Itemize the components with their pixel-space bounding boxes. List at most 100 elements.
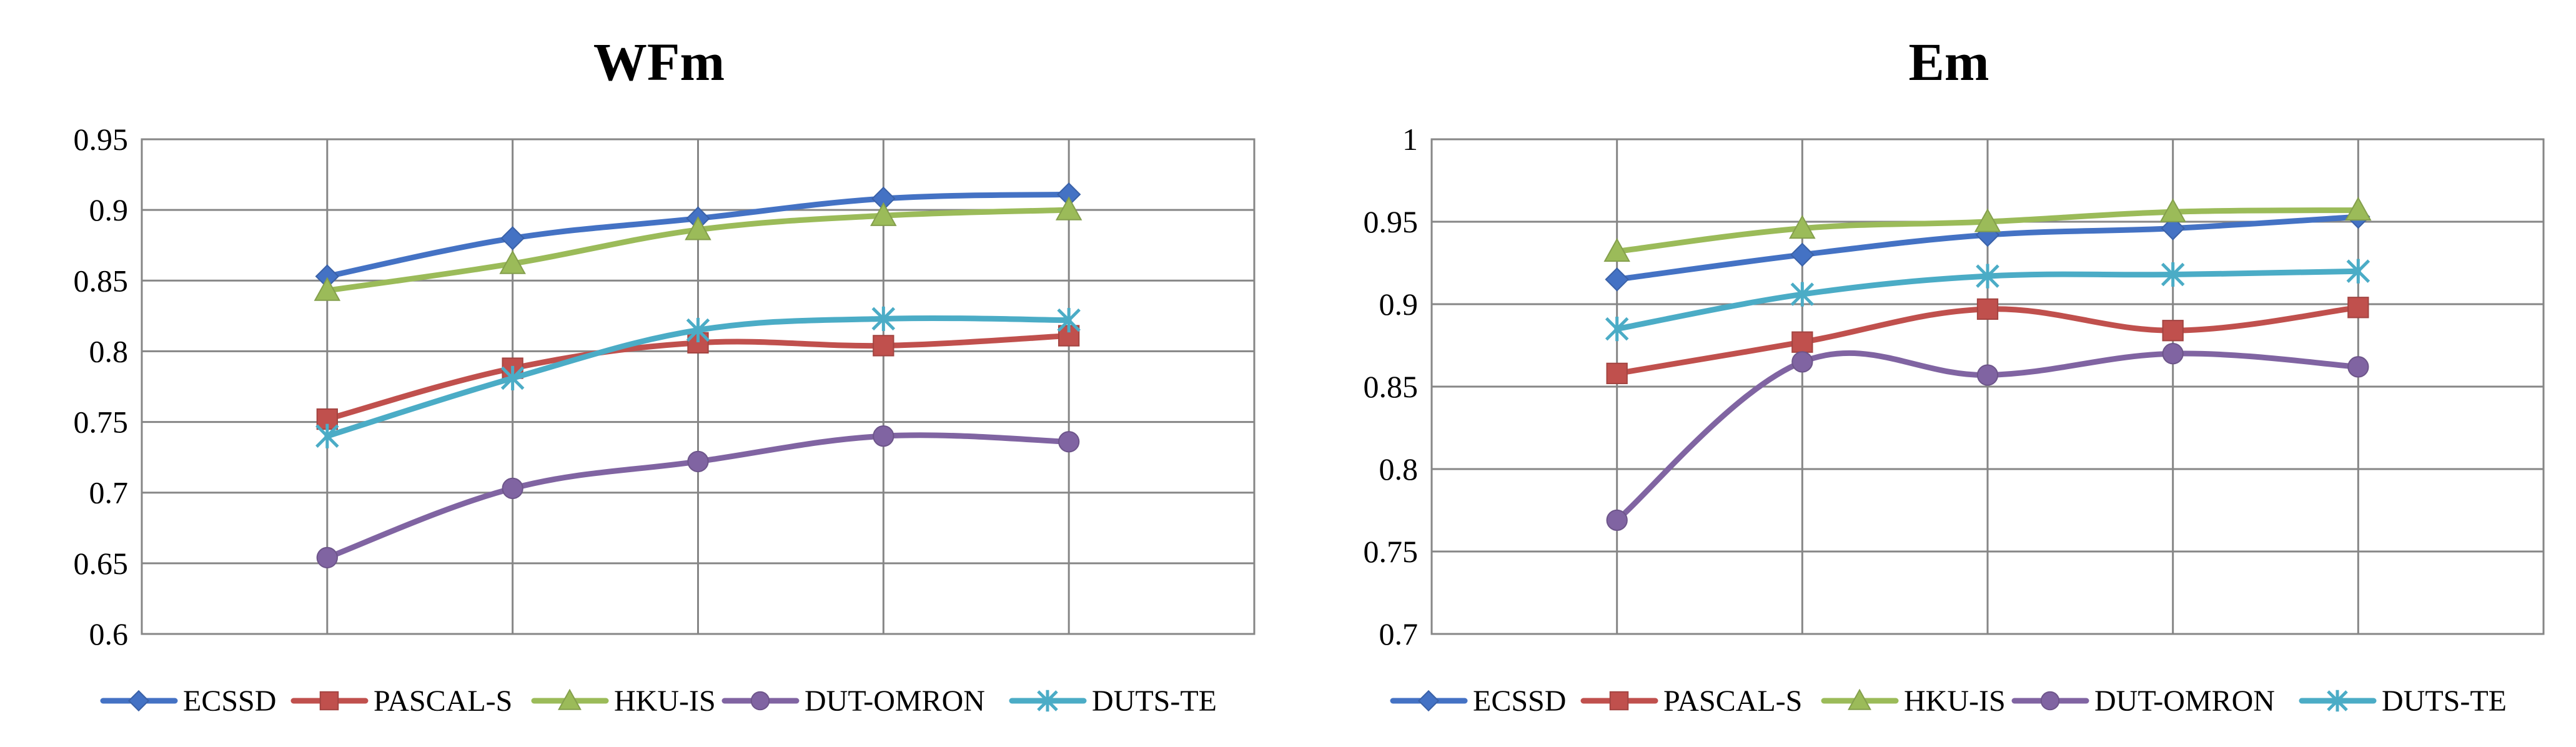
data-point: [2159, 198, 2186, 222]
data-point: [1058, 431, 1080, 453]
data-point: [1976, 264, 1999, 289]
legend: ECSSD PASCAL-S HKU-IS DUT-OMRON DUTS-TE: [100, 685, 1217, 718]
y-tick-label: 0.6: [89, 616, 129, 651]
data-point: [685, 216, 711, 240]
y-tick-label: 1: [1402, 122, 1418, 157]
series-duts-te: [315, 306, 1081, 448]
legend-marker: [2327, 690, 2348, 712]
data-point: [499, 250, 526, 274]
legend-marker: [1417, 690, 1440, 712]
data-point: [686, 317, 710, 343]
data-point: [1606, 362, 1628, 385]
y-tick-label: 0.95: [74, 122, 129, 157]
legend-marker: [750, 691, 770, 711]
data-point: [687, 450, 709, 473]
legend-label: HKU-IS: [1904, 685, 2006, 718]
data-point: [873, 425, 894, 447]
legend-marker: [319, 691, 339, 711]
series-duts-te: [1605, 259, 2370, 342]
data-point: [873, 335, 894, 357]
data-point: [500, 365, 525, 390]
y-tick-label: 0.85: [1364, 369, 1419, 404]
y-tick-label: 0.65: [74, 546, 129, 581]
data-point: [1791, 331, 1813, 353]
legend-label: DUTS-TE: [1092, 685, 1217, 718]
y-tick-label: 0.75: [1364, 534, 1419, 569]
series-pascal-s: [316, 325, 1080, 430]
data-point: [2161, 262, 2185, 287]
y-tick-label: 0.85: [74, 263, 129, 298]
chart-panel-em: Em 0.7 0.75 0.8 0.85 0.9 0.95 1 ECSSD PASCAL-S HKU…: [1364, 32, 2545, 718]
legend-item: HKU-IS: [1821, 685, 2006, 718]
legend-label: DUT-OMRON: [2094, 685, 2275, 718]
chart-panel-wfm: WFm 0.6 0.65 0.7 0.75 0.8 0.85 0.9 0.95 ECSSD PASC…: [74, 32, 1256, 718]
legend-label: PASCAL-S: [374, 685, 512, 718]
legend-label: DUT-OMRON: [805, 685, 985, 718]
legend-label: PASCAL-S: [1663, 685, 1802, 718]
data-point: [316, 547, 338, 568]
legend-item: DUT-OMRON: [2011, 685, 2275, 718]
data-point: [1603, 237, 1630, 262]
chart-title: Em: [1909, 32, 1989, 92]
data-point: [1789, 214, 1816, 239]
y-tick-label: 0.8: [89, 334, 129, 369]
data-point: [2345, 196, 2372, 221]
legend: ECSSD PASCAL-S HKU-IS DUT-OMRON DUTS-TE: [1390, 685, 2507, 718]
data-point: [870, 202, 897, 226]
legend-item: DUTS-TE: [1009, 685, 1217, 718]
legend-marker: [127, 690, 150, 712]
data-point: [2161, 216, 2185, 240]
legend-item: PASCAL-S: [1580, 685, 1802, 718]
y-tick-label: 0.9: [1379, 287, 1419, 322]
data-point: [1606, 509, 1628, 531]
data-point: [2162, 343, 2184, 365]
data-point: [1791, 351, 1813, 373]
plot-border: [141, 138, 1256, 635]
series-dut-omron: [316, 425, 1080, 568]
data-point: [1790, 282, 1815, 307]
data-point: [2347, 356, 2369, 378]
y-tick-label: 0.8: [1379, 452, 1419, 487]
y-tick-label: 0.75: [74, 405, 129, 440]
y-tick-label: 0.9: [89, 192, 129, 227]
plot-border: [1430, 138, 2545, 635]
data-point: [1605, 267, 1629, 292]
data-point: [1055, 196, 1082, 220]
legend-marker: [558, 688, 582, 710]
series-dut-omron: [1606, 343, 2369, 531]
y-tick-label: 0.7: [1379, 616, 1419, 651]
data-point: [1976, 298, 1999, 320]
data-point: [500, 226, 525, 250]
y-tick-label: 0.7: [89, 475, 129, 510]
legend-label: DUTS-TE: [2382, 685, 2507, 718]
data-point: [1974, 208, 2001, 232]
legend-item: HKU-IS: [531, 685, 716, 718]
data-point: [2347, 297, 2369, 319]
y-tick-label: 0.95: [1364, 204, 1419, 239]
legend-item: DUTS-TE: [2299, 685, 2507, 718]
data-point: [2162, 320, 2184, 342]
legend-item: ECSSD: [100, 685, 276, 718]
legend-marker: [1037, 690, 1058, 712]
data-point: [2346, 259, 2370, 284]
legend-item: ECSSD: [1390, 685, 1566, 718]
series-pascal-s: [1606, 297, 2369, 385]
data-point: [502, 477, 523, 500]
data-point: [314, 277, 341, 301]
series-hku-is: [314, 196, 1082, 301]
legend-label: ECSSD: [183, 685, 276, 718]
data-point: [1057, 308, 1081, 333]
series-hku-is: [1603, 196, 2372, 262]
legend-marker: [1609, 691, 1629, 711]
data-point: [1605, 317, 1629, 342]
data-point: [1790, 242, 1815, 267]
data-point: [871, 306, 896, 331]
legend-item: PASCAL-S: [290, 685, 512, 718]
chart-title: WFm: [593, 32, 725, 92]
data-point: [1976, 364, 1999, 386]
data-point: [315, 423, 339, 448]
legend-marker: [1848, 688, 1871, 710]
legend-label: ECSSD: [1473, 685, 1566, 718]
legend-item: DUT-OMRON: [721, 685, 985, 718]
